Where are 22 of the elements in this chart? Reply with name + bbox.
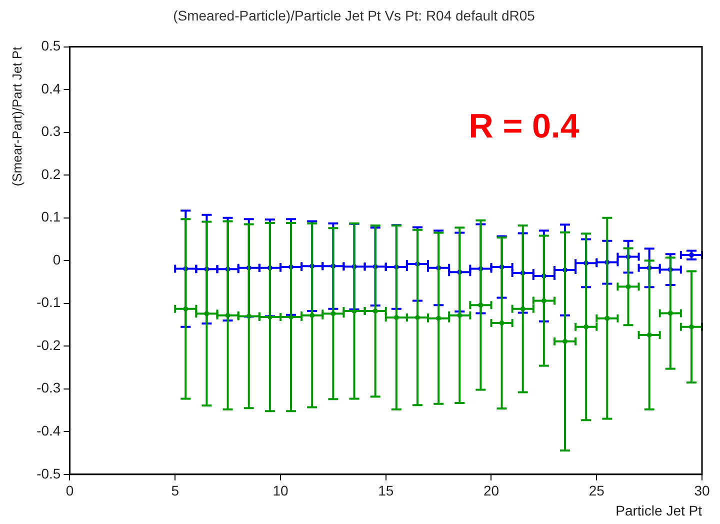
y-tick-label: -0.3 (36, 380, 61, 396)
y-tick-label: -0.1 (36, 294, 61, 310)
y-tick-label: 0.1 (41, 208, 61, 225)
x-tick-label: 20 (483, 482, 500, 499)
x-axis-title: Particle Jet Pt (616, 502, 702, 518)
x-tick-label: 0 (66, 482, 74, 499)
y-tick-label: -0.5 (36, 465, 61, 482)
y-tick-label: 0.4 (41, 80, 61, 96)
y-tick-label: 0 (52, 251, 61, 268)
chart-title: (Smeared-Particle)/Particle Jet Pt Vs Pt: R04 default dR05 (173, 7, 536, 24)
y-tick-label: 0.5 (41, 38, 61, 54)
y-tick-label: 0.3 (41, 123, 61, 140)
x-tick-label: 25 (588, 482, 605, 499)
y-axis-title: (Smear-Part)/Part Jet Pt (9, 46, 24, 186)
x-tick-label: 5 (171, 482, 180, 499)
x-tick-label: 15 (378, 482, 394, 499)
y-tick-label: -0.2 (36, 336, 61, 353)
x-tick-label: 30 (694, 482, 710, 499)
x-tick-label: 10 (272, 482, 288, 499)
y-tick-label: -0.4 (36, 422, 61, 438)
annotation: R = 0.4 (468, 107, 580, 146)
y-tick-label: 0.2 (41, 166, 61, 182)
